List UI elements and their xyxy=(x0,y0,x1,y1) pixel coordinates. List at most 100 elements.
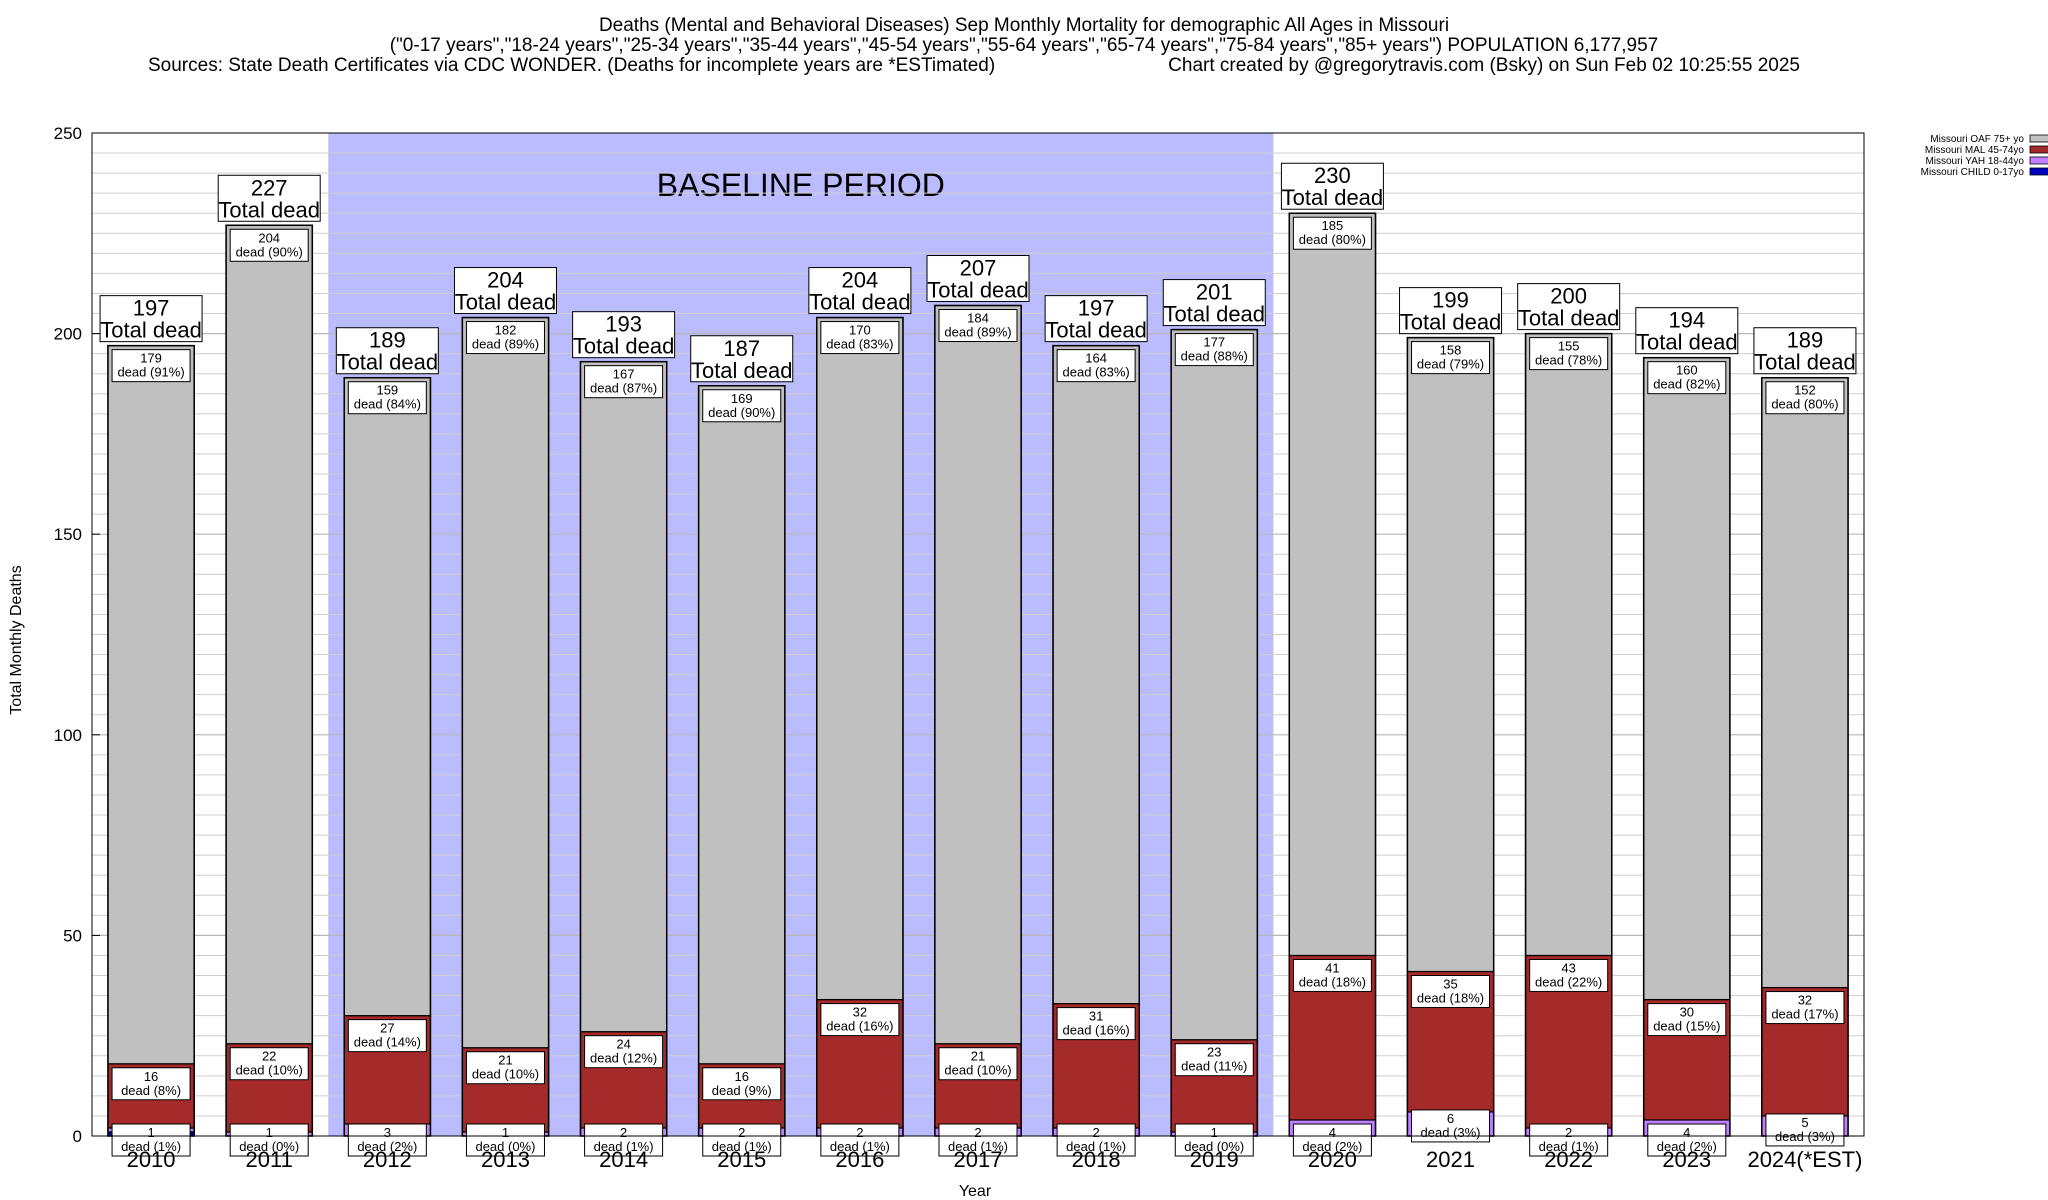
segment-label-percent: dead (90%) xyxy=(236,244,303,259)
y-axis-label: Total Monthly Deaths xyxy=(8,565,25,714)
legend-label: Missouri MAL 45-74yo xyxy=(1925,145,2025,156)
segment-label-count: 16 xyxy=(144,1069,158,1084)
x-tick-label: 2017 xyxy=(954,1147,1003,1172)
segment-label-percent: dead (0%) xyxy=(475,1139,535,1154)
segment-label-count: 4 xyxy=(1329,1125,1336,1140)
segment-label-percent: dead (1%) xyxy=(594,1139,654,1154)
segment-label-box xyxy=(1174,333,1254,367)
segment-label-box xyxy=(111,1123,191,1157)
bar-segment xyxy=(1524,333,1613,957)
total-label-value: 189 xyxy=(1787,328,1824,353)
x-tick-label: 2012 xyxy=(363,1147,412,1172)
total-label-text: Total dead xyxy=(927,278,1029,303)
segment-label-count: 179 xyxy=(140,351,162,366)
bar-segment xyxy=(1406,337,1495,973)
total-label-text: Total dead xyxy=(1636,330,1738,355)
segment-label-percent: dead (22%) xyxy=(1535,974,1602,989)
segment-label-count: 2 xyxy=(738,1125,745,1140)
segment-label-box xyxy=(1765,381,1845,415)
x-axis-label: Year xyxy=(959,1183,992,1200)
segment-label-count: 6 xyxy=(1447,1111,1454,1126)
total-label-box xyxy=(1635,307,1739,355)
segment-label-box xyxy=(111,349,191,383)
legend-label: Missouri CHILD 0-17yo xyxy=(1921,167,2025,178)
total-label-box xyxy=(1044,295,1148,343)
segment-label-box xyxy=(820,1003,900,1037)
segment-label-count: 27 xyxy=(380,1021,394,1036)
segment-label-percent: dead (14%) xyxy=(354,1035,421,1050)
total-label-text: Total dead xyxy=(1754,350,1856,375)
segment-label-box xyxy=(702,1067,782,1101)
segment-label-count: 31 xyxy=(1089,1009,1103,1024)
total-label-value: 204 xyxy=(487,268,524,293)
segment-label-box xyxy=(584,365,664,399)
total-label-value: 200 xyxy=(1550,284,1587,309)
total-label-text: Total dead xyxy=(455,290,557,315)
segment-label-count: 1 xyxy=(266,1125,273,1140)
segment-label-percent: dead (91%) xyxy=(117,365,184,380)
total-label-value: 199 xyxy=(1432,288,1469,313)
segment-label-count: 155 xyxy=(1558,339,1580,354)
x-tick-label: 2013 xyxy=(481,1147,530,1172)
total-label-box xyxy=(690,335,794,383)
segment-label-box xyxy=(1647,361,1727,395)
segment-label-percent: dead (1%) xyxy=(712,1139,772,1154)
segment-label-percent: dead (8%) xyxy=(121,1083,181,1098)
segment-label-percent: dead (11%) xyxy=(1181,1059,1247,1074)
x-tick-label: 2024(*EST) xyxy=(1747,1147,1862,1172)
segment-label-count: 167 xyxy=(613,367,635,382)
total-label-value: 197 xyxy=(1078,296,1115,321)
y-tick-label: 200 xyxy=(54,325,82,344)
legend-label: Missouri OAF 75+ yo xyxy=(1930,134,2024,145)
segment-label-count: 2 xyxy=(856,1125,863,1140)
total-label-text: Total dead xyxy=(809,290,911,315)
x-tick-label: 2015 xyxy=(717,1147,766,1172)
total-label-text: Total dead xyxy=(691,358,793,383)
segment-label-box xyxy=(1056,1007,1136,1041)
total-label-box xyxy=(1517,283,1621,331)
segment-label-count: 32 xyxy=(1798,993,1812,1008)
segment-label-count: 177 xyxy=(1203,335,1225,350)
segment-label-box xyxy=(1529,1123,1609,1157)
x-tick-label: 2023 xyxy=(1662,1147,1711,1172)
segment-label-box xyxy=(347,1019,427,1053)
segment-label-percent: dead (9%) xyxy=(712,1083,772,1098)
segment-label-box xyxy=(584,1035,664,1069)
segment-label-count: 164 xyxy=(1085,351,1107,366)
x-tick-label: 2018 xyxy=(1072,1147,1121,1172)
total-label-text: Total dead xyxy=(1518,306,1620,331)
total-label-box xyxy=(1399,287,1503,335)
total-label-value: 189 xyxy=(369,328,406,353)
segment-label-count: 3 xyxy=(384,1125,391,1140)
segment-label-box xyxy=(1765,1113,1845,1147)
total-label-box xyxy=(1753,327,1857,375)
segment-label-count: 1 xyxy=(1211,1125,1218,1140)
segment-label-count: 159 xyxy=(376,383,398,398)
x-tick-label: 2022 xyxy=(1544,1147,1593,1172)
segment-label-count: 152 xyxy=(1794,383,1816,398)
segment-label-percent: dead (2%) xyxy=(1302,1139,1362,1154)
total-label-text: Total dead xyxy=(100,318,202,343)
y-tick-label: 250 xyxy=(54,124,82,143)
bar-segment xyxy=(1052,345,1140,1005)
legend-label: Missouri YAH 18-44yo xyxy=(1925,156,2024,167)
total-label-value: 230 xyxy=(1314,163,1351,188)
bar-segment xyxy=(1288,212,1377,957)
total-label-value: 227 xyxy=(251,175,288,200)
segment-label-box xyxy=(347,381,427,415)
segment-label-percent: dead (0%) xyxy=(239,1139,299,1154)
segment-label-count: 1 xyxy=(502,1125,509,1140)
bar-segment xyxy=(461,316,550,1049)
segment-label-percent: dead (17%) xyxy=(1771,1007,1838,1022)
x-tick-label: 2020 xyxy=(1308,1147,1357,1172)
segment-label-count: 169 xyxy=(731,391,753,406)
segment-label-percent: dead (87%) xyxy=(590,381,657,396)
total-label-text: Total dead xyxy=(1045,318,1147,343)
total-label-box xyxy=(926,255,1030,303)
segment-label-count: 184 xyxy=(967,311,989,326)
x-tick-label: 2016 xyxy=(835,1147,884,1172)
segment-label-percent: dead (83%) xyxy=(1063,365,1130,380)
segment-label-count: 182 xyxy=(495,323,517,338)
bar-segment xyxy=(1170,328,1258,1041)
